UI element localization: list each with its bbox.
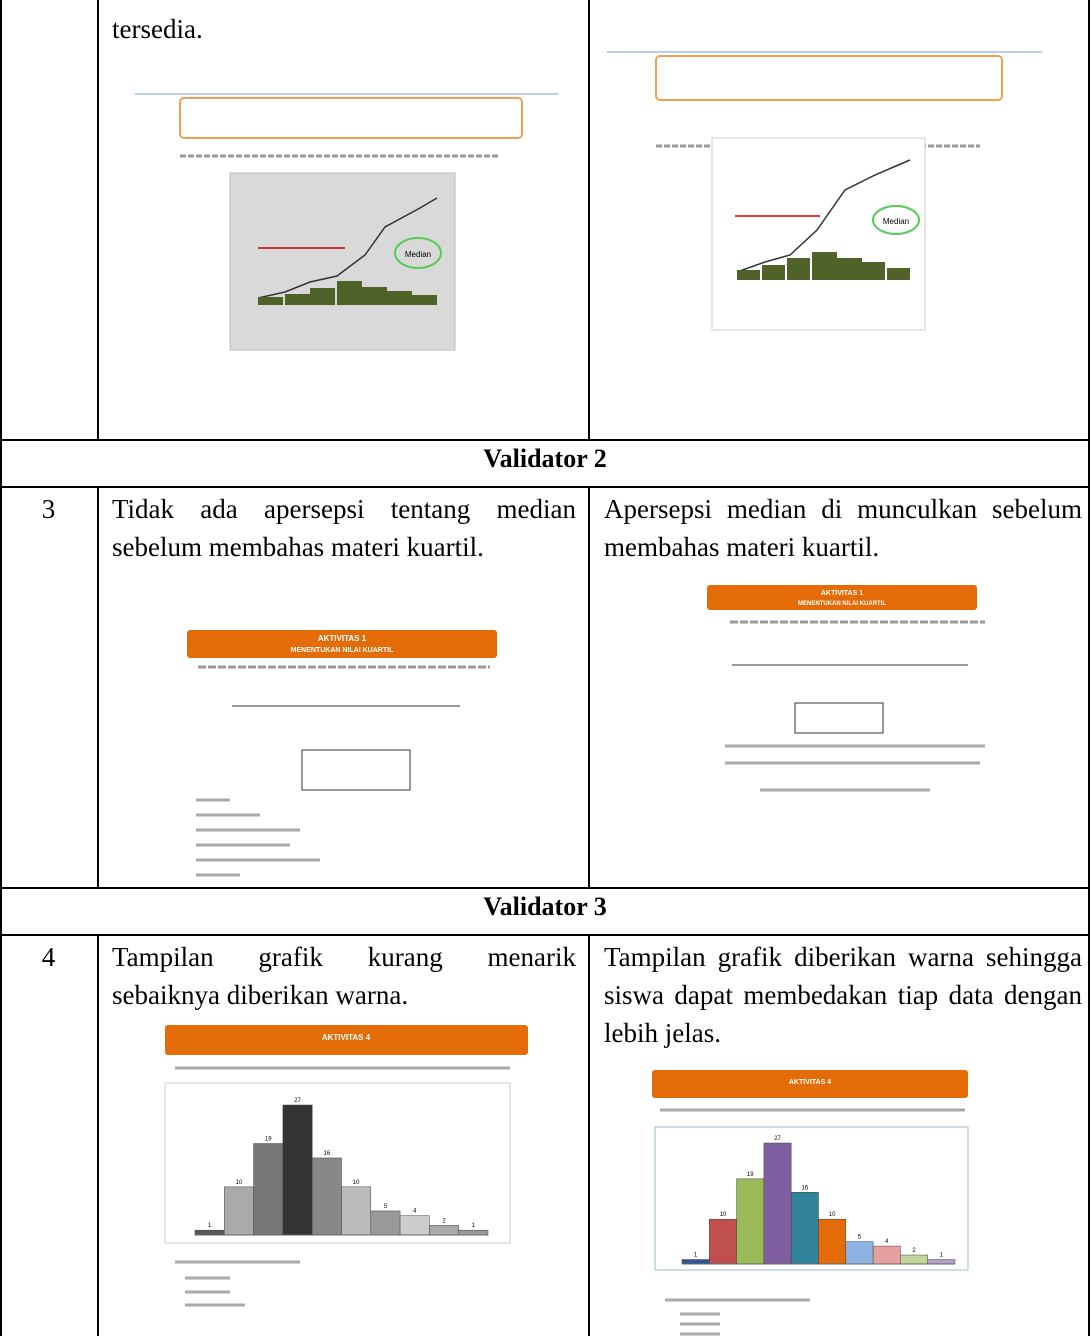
histogram-bar <box>709 1219 736 1264</box>
bar-label: 19 <box>747 1172 754 1178</box>
bar-label: 27 <box>774 1136 781 1142</box>
text-lines <box>196 800 320 875</box>
histogram-bar <box>764 1143 791 1264</box>
formula-box <box>795 703 883 733</box>
histogram-bar <box>283 1105 312 1235</box>
bar-label: 10 <box>829 1212 836 1218</box>
median-label: Median <box>883 217 909 226</box>
figure-subtitle: MENENTUKAN NILAI KUARTIL <box>291 647 394 654</box>
histogram-bar <box>195 1230 224 1235</box>
median-label: Median <box>405 250 431 259</box>
box <box>656 56 1002 100</box>
figures: Median Median AKTIVITAS 1 MENENTUKAN NIL… <box>0 0 1090 1336</box>
bar-label: 10 <box>720 1212 727 1218</box>
histogram-bar <box>900 1255 927 1264</box>
histogram-bar <box>846 1242 873 1264</box>
histogram-bar <box>873 1246 900 1264</box>
chart-box <box>230 173 455 350</box>
histogram-bar <box>312 1158 341 1235</box>
figure-title: AKTIVITAS 4 <box>322 1033 371 1042</box>
histogram-bar <box>342 1187 371 1235</box>
histogram-bar <box>254 1144 283 1235</box>
bar-label: 10 <box>353 1180 360 1186</box>
figure-subtitle: MENENTUKAN NILAI KUARTIL <box>798 601 886 607</box>
histogram-bar <box>928 1260 955 1264</box>
histogram-bar <box>737 1179 764 1264</box>
text-lines <box>725 746 985 790</box>
bar-label: 19 <box>265 1137 272 1143</box>
formula-box <box>302 750 410 790</box>
histogram-bar <box>682 1260 709 1264</box>
histogram-bar <box>224 1187 253 1235</box>
bar-label: 27 <box>294 1098 301 1104</box>
box <box>180 98 522 138</box>
page: tersedia. Validator 2 3 Tidak ada aperse… <box>0 0 1090 1336</box>
figure-title: AKTIVITAS 4 <box>789 1079 831 1086</box>
figure-title: AKTIVITAS 1 <box>318 634 367 643</box>
histogram-bar <box>400 1216 429 1235</box>
bar-label: 16 <box>802 1185 809 1191</box>
histogram-bar <box>371 1211 400 1235</box>
bar-label: 16 <box>324 1151 331 1157</box>
bar-label: 10 <box>236 1180 243 1186</box>
histogram-bar <box>429 1225 458 1235</box>
histogram-bar <box>791 1192 818 1264</box>
histogram-bar <box>819 1219 846 1264</box>
figure-title: AKTIVITAS 1 <box>821 590 863 597</box>
histogram-bar <box>459 1230 488 1235</box>
